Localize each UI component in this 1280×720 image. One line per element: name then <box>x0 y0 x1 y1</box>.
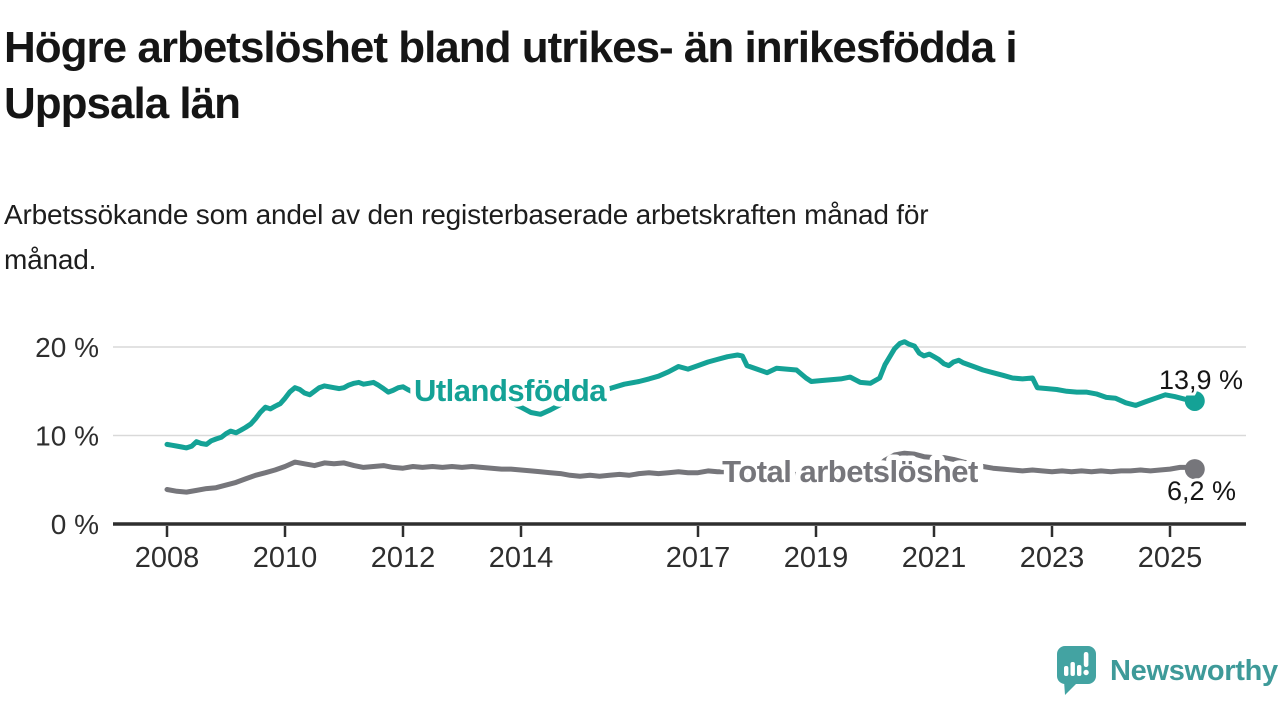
y-axis-label: 0 % <box>51 509 99 540</box>
series-line-2 <box>164 450 1198 495</box>
x-tick-label: 2019 <box>784 542 849 574</box>
series-end-label-2: 6,2 % <box>1167 476 1236 506</box>
series-line-1 <box>164 339 1198 451</box>
series-end-dot-1 <box>1184 390 1205 411</box>
series-label-1: Utlandsfödda <box>414 373 607 408</box>
logo-bubble-shape <box>1057 646 1096 684</box>
x-tick-label: 2008 <box>135 542 200 574</box>
logo-bubble-tail <box>1064 681 1077 695</box>
chart-title-line2: Uppsala län <box>4 79 241 128</box>
series-end-dot-2 <box>1184 459 1205 480</box>
series-end-label-1: 13,9 % <box>1159 365 1243 395</box>
x-tick-label: 2014 <box>489 542 554 574</box>
logo-barchart-icon <box>1064 652 1089 676</box>
chart-subtitle: Arbetssökande som andel av den registerb… <box>4 192 1204 282</box>
newsworthy-logo-icon <box>1057 646 1096 695</box>
chart-subtitle-line2: månad. <box>4 244 97 275</box>
x-tick-label: 2010 <box>253 542 318 574</box>
x-tick-label: 2017 <box>666 542 731 574</box>
x-tick-label: 2025 <box>1138 542 1203 574</box>
chart-title: Högre arbetslöshet bland utrikes- än inr… <box>4 20 1224 132</box>
chart-subtitle-line1: Arbetssökande som andel av den registerb… <box>4 199 929 230</box>
x-tick-label: 2023 <box>1020 542 1085 574</box>
x-tick-label: 2021 <box>902 542 967 574</box>
newsworthy-logo-text: Newsworthy <box>1110 654 1278 687</box>
chart-title-line1: Högre arbetslöshet bland utrikes- än inr… <box>4 23 1018 72</box>
series-label-2: Total arbetslöshet <box>722 454 978 489</box>
y-axis-label: 10 % <box>35 421 99 452</box>
newsworthy-logo: Newsworthy <box>1056 645 1278 697</box>
y-axis-label: 20 % <box>35 332 99 363</box>
x-tick-label: 2012 <box>371 542 436 574</box>
